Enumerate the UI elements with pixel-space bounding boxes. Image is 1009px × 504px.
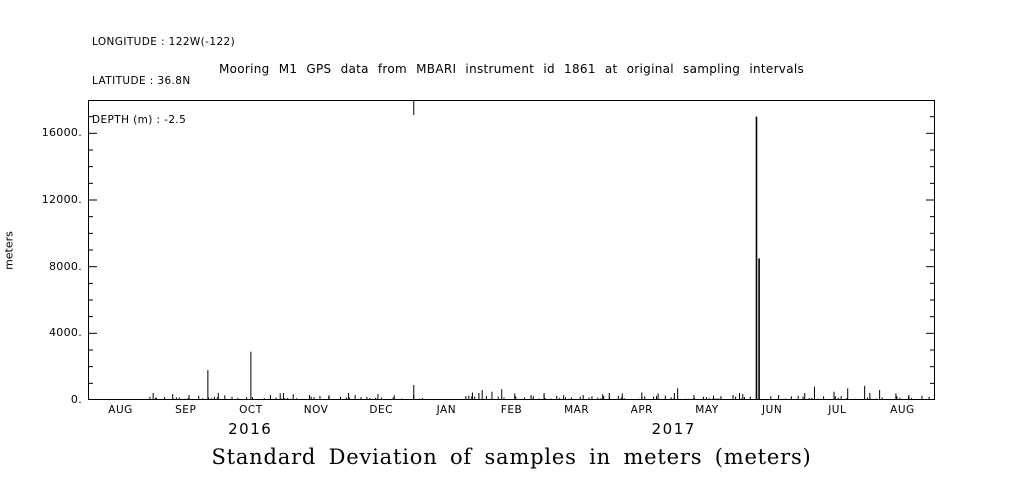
year-label: 2017 xyxy=(651,420,696,438)
y-axis-label: meters xyxy=(2,231,16,270)
x-axis-month-label: OCT xyxy=(239,404,263,416)
y-axis-tick-label: 12000. xyxy=(41,193,82,206)
y-axis-tick-label: 0. xyxy=(70,393,82,406)
y-axis-tick-label: 4000. xyxy=(49,326,82,340)
plot-canvas xyxy=(88,100,935,400)
longitude-line: LONGITUDE : 122W(-122) xyxy=(92,36,236,48)
x-axis-month-label: FEB xyxy=(500,404,523,416)
year-label: 2016 xyxy=(228,420,273,438)
x-axis-month-label: JAN xyxy=(436,404,457,416)
chart-title: Mooring M1 GPS data from MBARI instrumen… xyxy=(218,62,805,76)
y-axis-tick-label: 8000. xyxy=(49,259,82,273)
x-axis-month-label: JUL xyxy=(828,404,847,416)
y-axis-tick-label: 16000. xyxy=(41,126,82,140)
x-axis-month-label: NOV xyxy=(303,404,329,416)
x-axis-month-label: MAR xyxy=(564,404,590,416)
latitude-line: LATITUDE : 36.8N xyxy=(92,75,191,87)
bottom-axis-title: Standard Deviation of samples in meters … xyxy=(211,445,812,469)
x-axis-month-label: DEC xyxy=(369,404,393,416)
x-axis-month-label: APR xyxy=(630,404,653,416)
x-axis-month-label: JUN xyxy=(762,404,783,416)
x-axis-month-label: MAY xyxy=(695,404,719,416)
x-axis-month-label: SEP xyxy=(175,404,197,416)
x-axis-month-label: AUG xyxy=(108,404,133,416)
x-axis-month-label: AUG xyxy=(890,404,915,416)
